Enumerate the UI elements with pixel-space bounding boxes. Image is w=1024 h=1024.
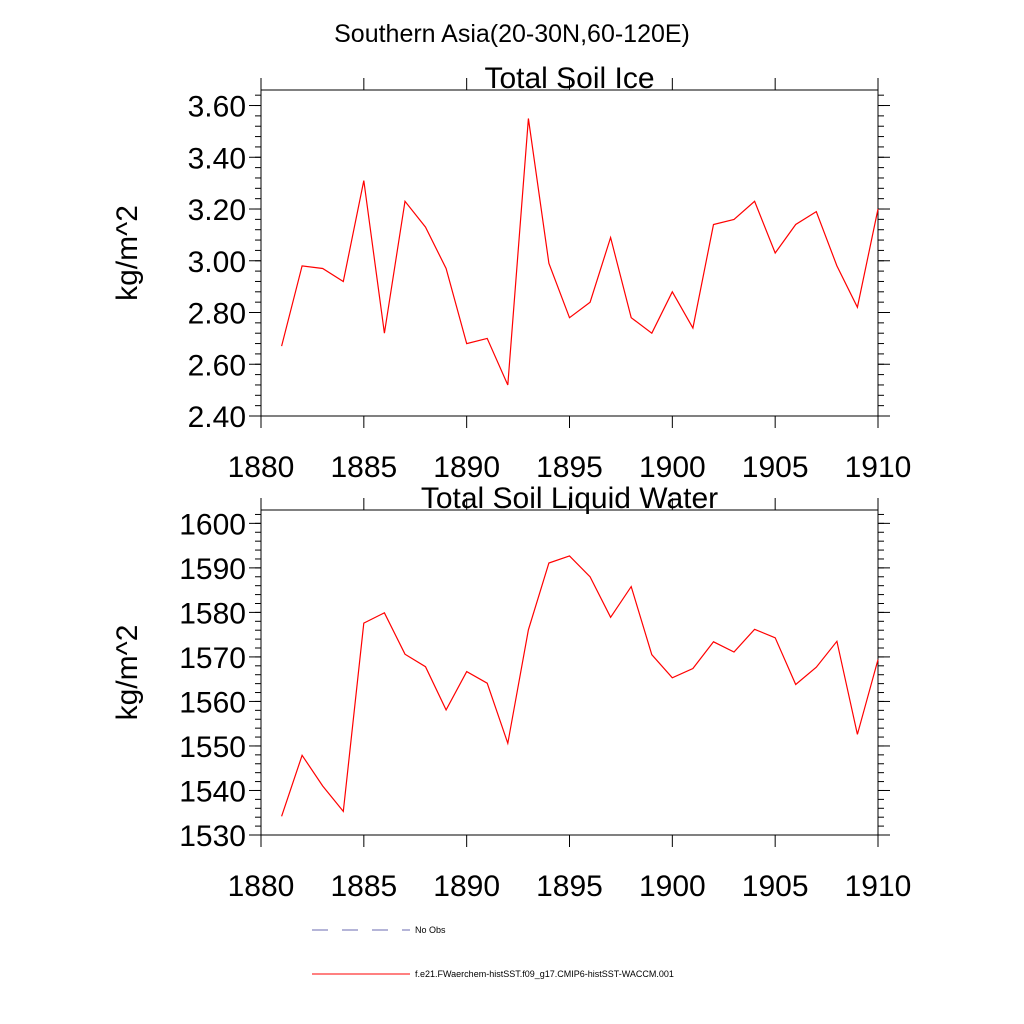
y-tick-label: 1560 xyxy=(179,686,246,719)
x-tick-label: 1895 xyxy=(536,870,603,903)
y-axis-label: kg/m^2 xyxy=(111,625,144,721)
y-tick-label: 3.20 xyxy=(188,194,246,227)
y-tick-label: 1580 xyxy=(179,597,246,630)
x-tick-label: 1885 xyxy=(330,870,397,903)
data-series-line-1 xyxy=(281,555,879,817)
x-tick-label: 1900 xyxy=(639,451,706,484)
region-title: Southern Asia(20-30N,60-120E) xyxy=(334,20,690,48)
x-tick-label: 1905 xyxy=(742,451,809,484)
x-tick-label: 1910 xyxy=(845,870,912,903)
x-tick-label: 1900 xyxy=(639,870,706,903)
legend: No Obs f.e21.FWaerchem-histSST.f09_g17.CM… xyxy=(312,925,674,979)
x-tick-label: 1910 xyxy=(845,451,912,484)
y-tick-label: 1570 xyxy=(179,642,246,675)
legend-label-1: No Obs xyxy=(415,925,446,935)
y-axis-label: kg/m^2 xyxy=(111,205,144,301)
x-tick-label: 1905 xyxy=(742,870,809,903)
x-tick-label: 1895 xyxy=(536,451,603,484)
plot-frame xyxy=(260,89,879,417)
x-tick-label: 1890 xyxy=(433,451,500,484)
legend-label-2: f.e21.FWaerchem-histSST.f09_g17.CMIP6-hi… xyxy=(415,969,674,979)
y-tick-label: 1590 xyxy=(179,553,246,586)
y-tick-label: 3.40 xyxy=(188,142,246,175)
y-tick-label: 1550 xyxy=(179,731,246,764)
y-tick-label: 3.60 xyxy=(188,91,246,124)
y-tick-label: 1530 xyxy=(179,820,246,853)
y-tick-label: 1540 xyxy=(179,775,246,808)
x-tick-label: 1885 xyxy=(330,451,397,484)
y-tick-label: 3.00 xyxy=(188,246,246,279)
plot-frame xyxy=(260,509,879,836)
data-series-line-1 xyxy=(281,118,879,386)
x-tick-label: 1880 xyxy=(228,451,295,484)
y-tick-label: 2.40 xyxy=(188,401,246,434)
y-tick-label: 2.80 xyxy=(188,298,246,331)
x-tick-label: 1880 xyxy=(228,870,295,903)
y-tick-label: 2.60 xyxy=(188,349,246,382)
x-tick-label: 1890 xyxy=(433,870,500,903)
y-tick-label: 1600 xyxy=(179,508,246,541)
